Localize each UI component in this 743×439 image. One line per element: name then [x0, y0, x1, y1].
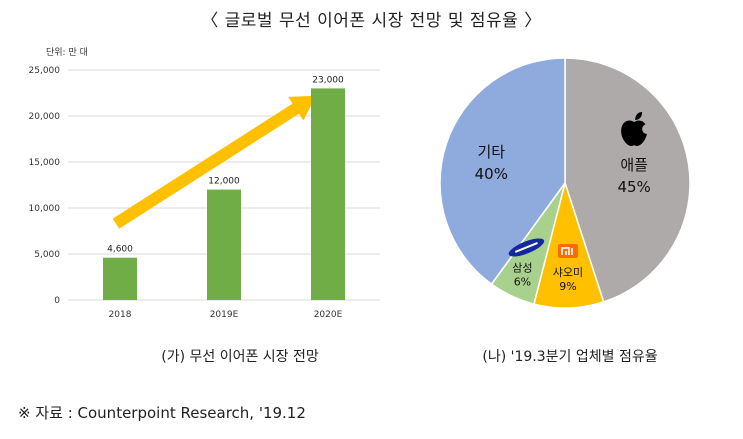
- bars: 4,600 12,000 23,000: [103, 75, 345, 301]
- x-axis-ticks: 2018 2019E 2020E: [109, 310, 343, 320]
- samsung-logo-icon: [508, 238, 545, 257]
- xiaomi-logo-icon: [557, 243, 578, 258]
- x-tick-label: 2018: [109, 310, 132, 320]
- apple-logo-icon: [621, 112, 653, 147]
- bar: [103, 257, 137, 300]
- pie-slice-label: 삼성: [512, 261, 532, 274]
- growth-arrow-shape: [112, 95, 317, 229]
- x-tick-label: 2019E: [210, 310, 239, 320]
- y-tick-label: 20,000: [29, 112, 61, 122]
- pie-slice-value: 40%: [475, 165, 508, 183]
- caption-market-share: (나) '19.3분기 업체별 점유율: [482, 349, 658, 365]
- pie-slice-label: 기타: [477, 143, 505, 161]
- y-tick-label: 0: [54, 296, 60, 306]
- main-title: 〈 글로벌 무선 이어폰 시장 전망 및 점유율 〉: [201, 11, 542, 31]
- growth-arrow: [112, 95, 317, 229]
- pie-slice: [439, 57, 566, 286]
- y-tick-label: 5,000: [34, 250, 60, 260]
- pie-slice-value: 45%: [617, 178, 650, 196]
- y-tick-label: 25,000: [29, 66, 61, 76]
- source-note: ※ 자료 : Counterpoint Research, '19.12: [18, 404, 306, 422]
- bar-value-label: 4,600: [107, 245, 133, 255]
- y-axis-ticks: 0 5,000 10,000 15,000 20,000 25,000: [29, 66, 61, 306]
- bar: [207, 189, 241, 300]
- pie-slice-label: 애플: [620, 156, 648, 174]
- bar-value-label: 23,000: [312, 75, 344, 85]
- pie-slice-label: 샤오미: [553, 266, 583, 279]
- bar-value-label: 12,000: [208, 177, 240, 187]
- unit-label: 단위: 만 대: [46, 47, 88, 58]
- bar: [311, 88, 345, 301]
- pie-slice-value: 6%: [514, 275, 531, 288]
- caption-market-outlook: (가) 무선 이어폰 시장 전망: [161, 349, 319, 365]
- pie-slice: [564, 57, 691, 303]
- pie-slice-value: 9%: [559, 280, 576, 293]
- x-tick-label: 2020E: [314, 310, 343, 320]
- y-tick-label: 15,000: [29, 158, 61, 168]
- y-tick-label: 10,000: [29, 204, 61, 214]
